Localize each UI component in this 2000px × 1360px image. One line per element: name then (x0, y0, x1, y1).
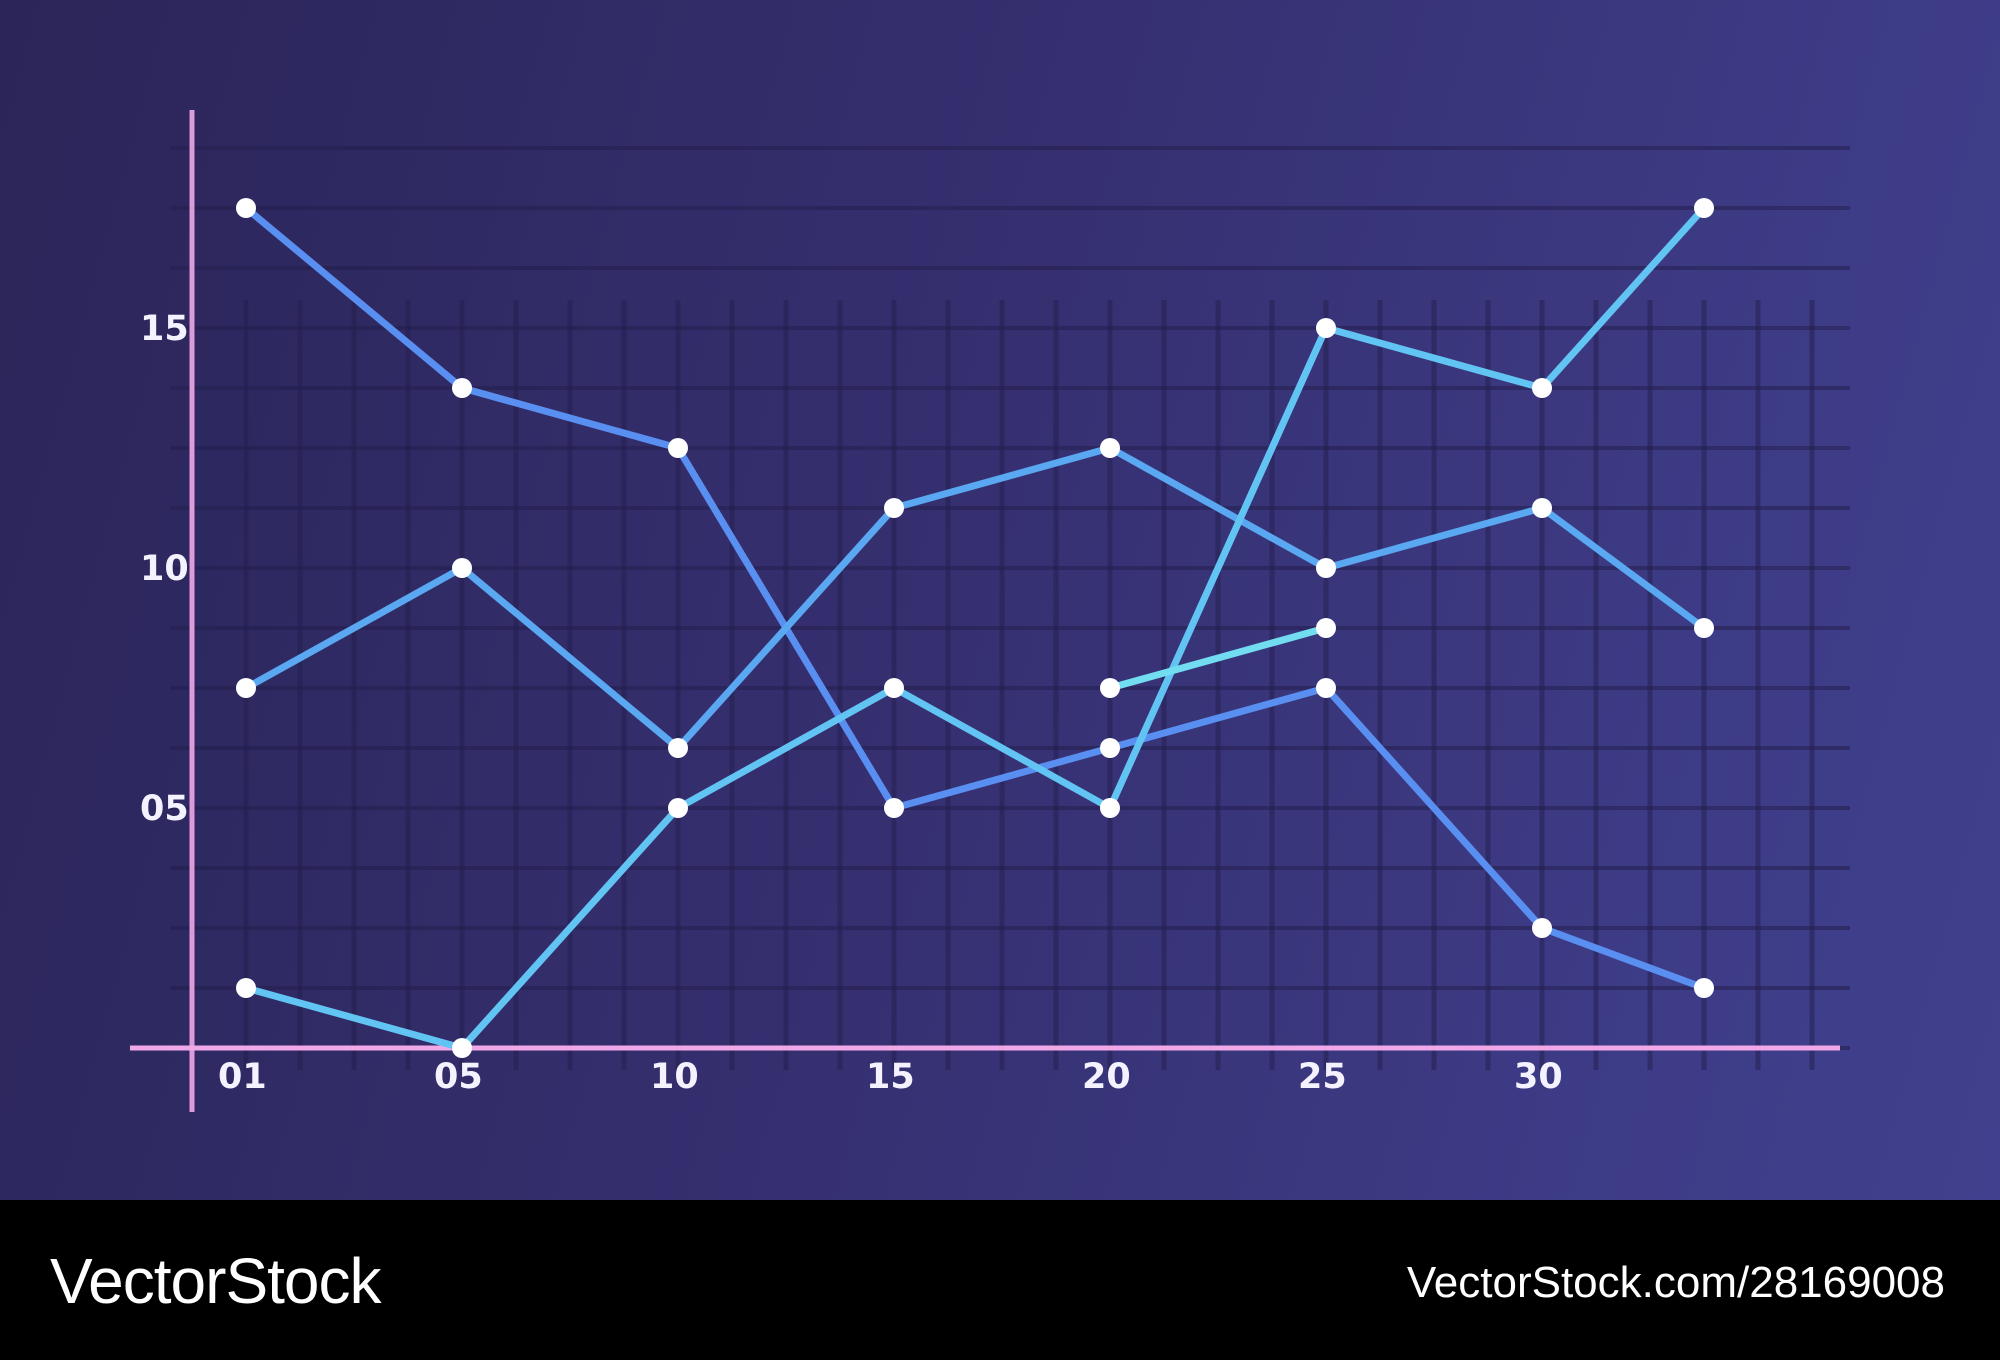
series-line (242, 444, 1708, 752)
series-line (242, 204, 1708, 1052)
data-point (1694, 198, 1714, 218)
data-point (1316, 318, 1336, 338)
data-point (884, 678, 904, 698)
data-point (1100, 678, 1120, 698)
data-point (1100, 798, 1120, 818)
grid (170, 146, 1850, 1070)
data-point (884, 798, 904, 818)
data-point (1532, 498, 1552, 518)
data-point (1316, 678, 1336, 698)
chart-panel: 01 05 10 15 20 25 30 05 10 15 (0, 0, 2000, 1200)
y-tick-label: 15 (140, 309, 189, 349)
x-tick-label: 25 (1298, 1057, 1347, 1097)
x-tick-label: 30 (1514, 1057, 1563, 1097)
data-point (1100, 438, 1120, 458)
data-point (1694, 618, 1714, 638)
series-line (242, 204, 1708, 992)
data-point (668, 798, 688, 818)
x-tick-label: 15 (866, 1057, 915, 1097)
x-tick-label: 05 (434, 1057, 483, 1097)
data-point (1532, 378, 1552, 398)
x-tick-label: 10 (650, 1057, 699, 1097)
y-tick-label: 10 (140, 549, 189, 589)
data-point (452, 1038, 472, 1058)
x-tick-label: 01 (218, 1057, 267, 1097)
series-line (1106, 624, 1330, 692)
data-point (236, 678, 256, 698)
y-tick-label: 05 (140, 789, 189, 829)
data-point (1316, 558, 1336, 578)
stock-url: VectorStock.com/28169008 (1406, 1258, 1945, 1307)
data-point (668, 438, 688, 458)
footer-bar: VectorStock VectorStock.com/28169008 (0, 1200, 2000, 1360)
tick-labels: 01 05 10 15 20 25 30 05 10 15 (140, 309, 1563, 1097)
data-point (1532, 918, 1552, 938)
data-point (452, 558, 472, 578)
data-point (1694, 978, 1714, 998)
data-point (236, 198, 256, 218)
axes (130, 110, 1840, 1112)
data-point (1100, 738, 1120, 758)
brand-logo: VectorStock (50, 1245, 381, 1317)
x-tick-label: 20 (1082, 1057, 1131, 1097)
series-lines (242, 204, 1708, 1052)
data-points (236, 198, 1714, 1058)
data-point (668, 738, 688, 758)
line-chart: 01 05 10 15 20 25 30 05 10 15 (130, 110, 1850, 1112)
data-point (884, 498, 904, 518)
data-point (452, 378, 472, 398)
data-point (236, 978, 256, 998)
data-point (1316, 618, 1336, 638)
